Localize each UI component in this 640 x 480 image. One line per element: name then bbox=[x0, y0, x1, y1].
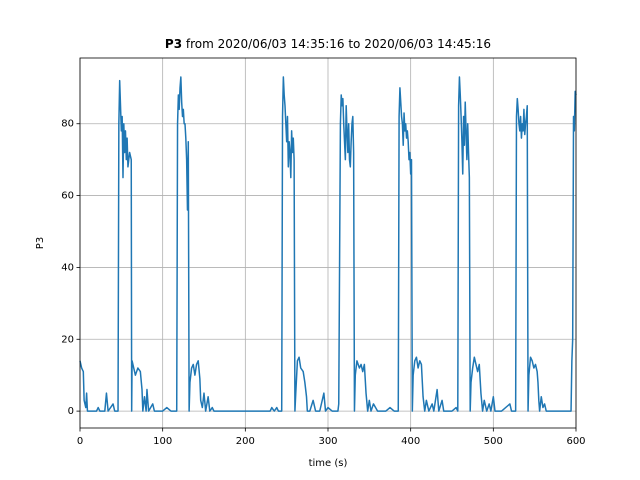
y-axis-label: P3 bbox=[35, 237, 46, 249]
y-tick-label: 80 bbox=[61, 119, 74, 130]
line bbox=[79, 76, 577, 412]
y-tick-label: 60 bbox=[61, 191, 74, 202]
plot-frame bbox=[79, 57, 577, 429]
x-tick-label: 200 bbox=[236, 436, 255, 447]
chart-title: P3 from 2020/06/03 14:35:16 to 2020/06/0… bbox=[165, 37, 491, 51]
x-tick-label: 0 bbox=[77, 436, 83, 447]
x-tick-label: 100 bbox=[153, 436, 172, 447]
x-tick-label: 600 bbox=[566, 436, 585, 447]
x-tick-label: 400 bbox=[401, 436, 420, 447]
y-tick-label: 0 bbox=[68, 406, 74, 417]
title-rest: from 2020/06/03 14:35:16 to 2020/06/03 1… bbox=[186, 37, 491, 51]
x-axis-label: time (s) bbox=[309, 458, 348, 469]
x-tick-label: 300 bbox=[318, 436, 337, 447]
y-tick-label: 40 bbox=[61, 262, 74, 273]
x-tick-label: 500 bbox=[484, 436, 503, 447]
y-tick-label: 20 bbox=[61, 334, 74, 345]
title-bold: P3 bbox=[165, 37, 182, 51]
